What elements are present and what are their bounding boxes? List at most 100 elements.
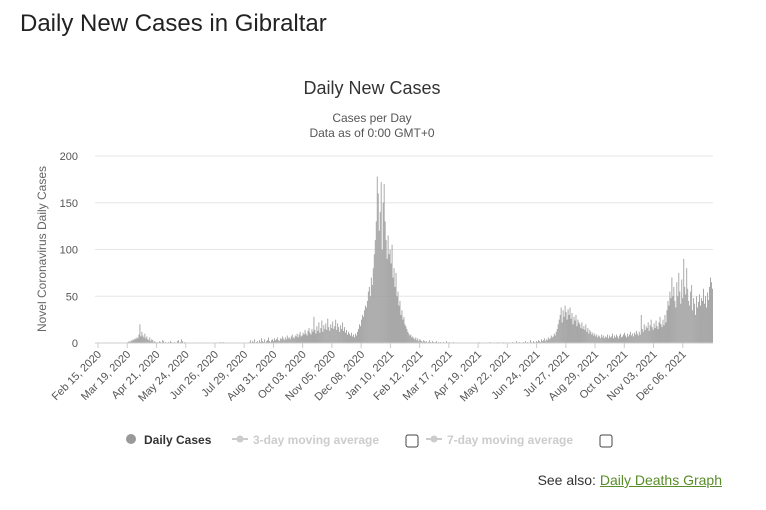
bar	[656, 326, 658, 343]
bar	[271, 340, 272, 343]
bar	[331, 328, 333, 343]
bar	[699, 294, 700, 343]
legend-item-daily-cases[interactable]: Daily Cases	[126, 433, 212, 447]
checkbox-3-day-average[interactable]	[405, 434, 419, 448]
bar	[352, 336, 353, 343]
bar	[262, 341, 263, 343]
chart-legend: Daily Cases 3-day moving average 7-day m…	[126, 433, 613, 448]
bar	[559, 314, 561, 343]
bar	[348, 331, 349, 343]
bar	[565, 312, 567, 343]
bar	[269, 341, 270, 343]
bar	[695, 314, 697, 343]
bar	[343, 330, 345, 343]
bar	[426, 341, 428, 343]
bar	[575, 314, 577, 343]
bar	[295, 336, 297, 343]
bar	[589, 329, 591, 343]
bar	[587, 328, 589, 343]
bar	[332, 321, 334, 343]
legend-item-3-day-average[interactable]: 3-day moving average	[232, 433, 379, 447]
bar	[567, 309, 569, 343]
bar	[288, 337, 290, 343]
bar	[315, 333, 317, 343]
checkbox-7-day-average[interactable]	[599, 434, 613, 448]
bar	[613, 338, 614, 343]
bar	[326, 329, 328, 343]
bar	[577, 319, 579, 344]
bar	[707, 292, 708, 343]
bar	[140, 336, 142, 343]
bar	[550, 335, 552, 343]
bar	[410, 334, 412, 343]
bar	[277, 340, 279, 343]
bar	[638, 331, 640, 343]
bar	[389, 249, 391, 343]
bar	[285, 339, 287, 343]
bar	[273, 338, 275, 343]
bar	[682, 298, 684, 343]
bar	[342, 322, 344, 343]
bar	[548, 339, 550, 343]
bar	[154, 341, 156, 343]
bar	[542, 340, 544, 343]
y-tick-label: 200	[60, 151, 78, 163]
bar	[324, 328, 326, 343]
bar	[704, 303, 705, 343]
bar	[275, 339, 277, 343]
bar	[299, 331, 301, 343]
legend-symbol-7-day-average	[430, 435, 438, 443]
bar	[133, 340, 135, 343]
bar	[379, 212, 381, 343]
bar	[423, 340, 425, 343]
bar	[162, 340, 164, 343]
bar	[568, 314, 570, 343]
bar	[645, 326, 647, 343]
bar	[583, 326, 585, 343]
bar	[611, 336, 612, 343]
bar	[677, 296, 679, 343]
bar	[159, 341, 161, 343]
bar	[409, 335, 411, 343]
bar	[300, 336, 302, 343]
bar	[170, 341, 171, 343]
bar	[334, 326, 336, 343]
bar	[177, 341, 178, 343]
bar	[540, 339, 542, 343]
bar	[413, 338, 415, 343]
legend-item-7-day-average[interactable]: 7-day moving average	[426, 433, 573, 447]
bar	[372, 268, 374, 343]
bar	[585, 324, 587, 343]
bar	[671, 277, 673, 343]
bar	[323, 325, 325, 343]
bar	[137, 338, 139, 343]
bar	[336, 329, 338, 343]
bar	[563, 316, 565, 343]
bar	[417, 338, 419, 343]
bar	[603, 335, 605, 343]
daily-deaths-graph-link[interactable]: Daily Deaths Graph	[599, 472, 722, 488]
bar	[667, 300, 669, 343]
bar	[661, 327, 663, 343]
bar	[681, 279, 683, 343]
bar	[561, 322, 563, 343]
bar	[368, 286, 370, 343]
bar	[582, 328, 584, 343]
bar	[655, 320, 657, 343]
bar	[609, 335, 611, 343]
bar	[254, 339, 256, 343]
bar	[276, 337, 278, 343]
bar	[680, 303, 682, 343]
bar	[414, 339, 416, 343]
bar	[337, 323, 339, 343]
chart-subtitle-line-2: Data as of 0:00 GMT+0	[309, 126, 434, 140]
bar	[616, 334, 617, 343]
bar	[370, 277, 372, 343]
bar	[281, 336, 283, 343]
chart-bars	[127, 176, 713, 344]
bar	[634, 334, 636, 343]
bar	[639, 334, 641, 343]
bar	[604, 338, 606, 343]
bar	[708, 299, 709, 343]
bar	[690, 291, 692, 343]
